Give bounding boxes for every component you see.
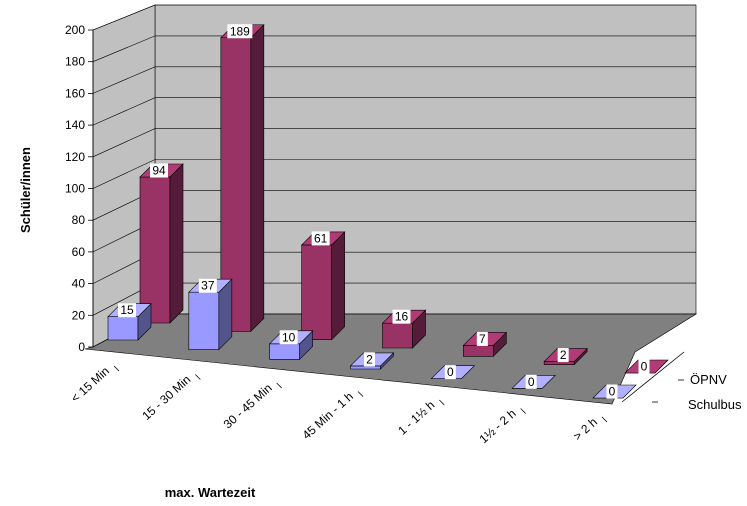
data-label-0-4-text: 7 bbox=[479, 332, 486, 346]
gridline-5 bbox=[92, 159, 696, 189]
x-tick-label-3: 45 Min - 1 h bbox=[300, 389, 356, 442]
y-tick-label-10: 200 bbox=[65, 23, 85, 37]
bar-0-0-side bbox=[169, 163, 184, 324]
y-tick-label-6: 120 bbox=[65, 150, 85, 164]
bar-0-2-front bbox=[301, 244, 332, 340]
bar-1-0-front bbox=[107, 316, 139, 341]
data-label-1-0-bg bbox=[118, 303, 136, 318]
y-tick-label-0: 0 bbox=[78, 340, 85, 354]
series-label-0: ÖPNV bbox=[690, 372, 727, 387]
data-label-1-5: 0 bbox=[525, 374, 537, 389]
data-label-0-5: 2 bbox=[557, 348, 569, 363]
data-label-0-4: 7 bbox=[476, 331, 488, 346]
x-tick-mark-1 bbox=[195, 374, 201, 380]
y-tick-label-1: 20 bbox=[72, 308, 86, 322]
x-tick-label-1: 15 - 30 Min bbox=[139, 372, 193, 423]
data-label-0-2-text: 61 bbox=[314, 231, 328, 245]
x-tick-label-2: 30 - 45 Min bbox=[221, 381, 275, 432]
bar-0-0-front bbox=[139, 176, 171, 324]
x-tick-mark-0 bbox=[113, 365, 120, 372]
data-label-1-0: 15 bbox=[118, 303, 136, 318]
data-label-0-0-bg bbox=[150, 163, 168, 178]
x-axis-title: max. Wartezeit bbox=[165, 485, 256, 500]
data-label-0-0: 94 bbox=[150, 163, 168, 178]
gridline-6 bbox=[92, 128, 696, 158]
bar-0-2-side bbox=[331, 231, 345, 341]
y-tick-label-2: 40 bbox=[72, 277, 86, 291]
data-label-0-6-text: 0 bbox=[641, 360, 648, 374]
data-label-0-1: 189 bbox=[227, 24, 253, 39]
y-tick-label-7: 140 bbox=[65, 118, 85, 132]
data-label-0-5-bg bbox=[557, 348, 569, 363]
x-tick-mark-4 bbox=[439, 399, 445, 406]
data-label-1-0-text: 15 bbox=[120, 303, 134, 317]
data-label-0-0-text: 94 bbox=[152, 163, 166, 177]
x-tick-mark-5 bbox=[520, 408, 526, 414]
data-label-0-2-bg bbox=[311, 231, 330, 246]
data-label-0-3-text: 16 bbox=[395, 310, 409, 324]
data-label-1-4: 0 bbox=[444, 365, 456, 380]
bar-0-4-front bbox=[463, 345, 494, 357]
depth-axis-line bbox=[621, 351, 685, 403]
data-label-0-6: 0 bbox=[638, 359, 650, 374]
data-label-1-4-bg bbox=[444, 365, 456, 380]
data-label-0-1-text: 189 bbox=[230, 24, 250, 38]
gridline-8 bbox=[92, 66, 696, 94]
y-tick-label-3: 60 bbox=[72, 245, 86, 259]
data-label-0-3: 16 bbox=[392, 309, 411, 324]
y-tick-label-8: 160 bbox=[65, 86, 85, 100]
y-tick-label-4: 80 bbox=[72, 213, 86, 227]
bar-0-3-front bbox=[382, 322, 413, 349]
data-label-1-2: 10 bbox=[279, 330, 298, 345]
gridline-10 bbox=[92, 4, 696, 31]
x-tick-mark-6 bbox=[601, 416, 608, 423]
data-label-0-3-bg bbox=[392, 309, 411, 324]
x-tick-label-4: 1 - 1½ h bbox=[395, 398, 437, 438]
bar-0-1-side bbox=[250, 24, 265, 333]
data-label-0-2: 61 bbox=[311, 231, 330, 246]
data-label-1-5-text: 0 bbox=[528, 375, 535, 389]
x-tick-mark-2 bbox=[276, 382, 282, 389]
data-label-0-6-bg bbox=[638, 359, 650, 374]
bar-1-2-front bbox=[269, 343, 300, 360]
data-label-1-3: 2 bbox=[364, 352, 375, 367]
x-tick-label-6: > 2 h bbox=[571, 415, 600, 443]
data-label-1-6-text: 0 bbox=[609, 385, 616, 399]
x-tick-label-5: 1½ - 2 h bbox=[477, 406, 519, 446]
y-axis-title: Schüler/innen bbox=[18, 147, 33, 233]
data-label-1-1-bg bbox=[198, 278, 217, 293]
x-tick-mark-3 bbox=[357, 391, 364, 397]
data-label-1-3-text: 2 bbox=[366, 352, 373, 366]
data-label-1-6: 0 bbox=[606, 384, 618, 399]
data-label-1-1-text: 37 bbox=[201, 279, 215, 293]
data-label-0-1-bg bbox=[227, 24, 253, 39]
x-tick-label-0: < 15 Min bbox=[68, 364, 112, 405]
y-tick-label-5: 100 bbox=[65, 182, 85, 196]
bar-1-1-front bbox=[188, 291, 220, 350]
data-label-0-5-text: 2 bbox=[560, 348, 567, 362]
y-tick-label-9: 180 bbox=[65, 55, 85, 69]
data-label-1-1: 37 bbox=[198, 278, 217, 293]
gridline-9 bbox=[92, 35, 696, 62]
series-label-1: Schulbus bbox=[688, 397, 742, 412]
data-label-0-4-bg bbox=[476, 331, 488, 346]
data-label-1-3-bg bbox=[364, 352, 375, 367]
data-label-1-2-bg bbox=[279, 330, 298, 345]
data-label-1-2-text: 10 bbox=[282, 330, 296, 344]
data-label-1-6-bg bbox=[606, 384, 618, 399]
data-label-1-4-text: 0 bbox=[447, 365, 454, 379]
gridline-7 bbox=[92, 97, 696, 126]
data-label-1-5-bg bbox=[525, 374, 537, 389]
